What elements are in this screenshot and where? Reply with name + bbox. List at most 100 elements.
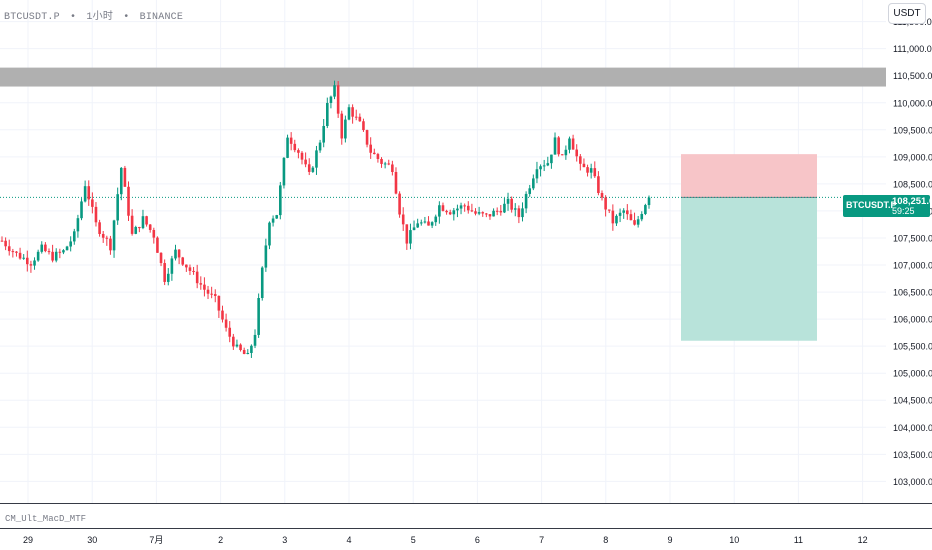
candle-body xyxy=(579,156,582,164)
price-tick-label: 106,500.0 xyxy=(893,288,932,298)
candle-body xyxy=(401,214,405,225)
time-tick-label: 11 xyxy=(794,535,803,545)
candle-body xyxy=(159,252,163,264)
candle-body xyxy=(47,251,51,253)
candle-body xyxy=(477,212,481,214)
candle-body xyxy=(116,194,119,221)
time-axis[interactable]: 29 30 7月 2 3 4 5 6 7 8 9 10 11 12 xyxy=(0,503,932,546)
candle-body xyxy=(87,186,91,200)
last-price-tag: BTCUSDT.P 108,251.6 59:25 xyxy=(843,195,932,217)
candle-body xyxy=(463,205,466,207)
candle-body xyxy=(546,163,550,166)
candle-body xyxy=(647,197,651,206)
candle-body xyxy=(127,186,130,216)
indicator-label[interactable]: CM_Ult_MacD_MTF xyxy=(5,514,87,524)
candle-body xyxy=(354,116,358,118)
candle-body xyxy=(532,178,535,189)
candle-body xyxy=(611,210,615,224)
candle-body xyxy=(271,218,275,223)
candle-body xyxy=(119,167,123,195)
price-tick-label: 111,000.0 xyxy=(893,44,932,54)
candle-body xyxy=(145,216,148,225)
candle-body xyxy=(499,210,503,213)
candle-body xyxy=(409,230,412,244)
candle-body xyxy=(260,267,264,299)
candle-body xyxy=(528,188,532,194)
price-tick-label: 104,500.0 xyxy=(893,396,932,406)
candle-body xyxy=(282,157,286,186)
candle-body xyxy=(347,107,351,120)
price-tick-label: 110,500.0 xyxy=(893,71,932,81)
price-tick-label: 106,000.0 xyxy=(893,315,932,325)
candle-body xyxy=(105,237,109,239)
candle-body xyxy=(351,107,354,117)
candle-body xyxy=(29,264,33,266)
candle-body xyxy=(481,212,485,214)
candle-body xyxy=(575,149,579,157)
separator-dot: • xyxy=(70,12,77,23)
drawing-zones[interactable] xyxy=(0,67,886,341)
candle-body xyxy=(416,223,419,228)
candle-body xyxy=(560,154,564,156)
candle-body xyxy=(166,273,170,282)
candle-body xyxy=(329,96,333,103)
candle-body xyxy=(492,210,495,217)
price-tick-label: 110,000.0 xyxy=(893,98,932,108)
candle-body xyxy=(607,209,611,211)
time-tick-label: 7月 xyxy=(149,535,163,545)
time-tick-label: 29 xyxy=(23,535,33,545)
candle-body xyxy=(315,150,318,168)
candle-body xyxy=(597,176,600,194)
candle-body xyxy=(600,193,604,198)
candle-body xyxy=(228,327,232,337)
candle-body xyxy=(152,229,156,238)
price-tick-label: 107,000.0 xyxy=(893,261,932,271)
candle-body xyxy=(80,201,83,219)
time-tick-label: 2 xyxy=(218,535,223,545)
candle-body xyxy=(412,227,416,231)
candle-body xyxy=(618,212,622,216)
candle-body xyxy=(58,251,62,253)
price-axis[interactable]: 111,500.0111,000.0110,500.0110,000.0109,… xyxy=(893,17,932,487)
bar-countdown: 59:25 xyxy=(892,206,915,216)
price-tick-label: 109,500.0 xyxy=(893,125,932,135)
candle-body xyxy=(156,237,159,253)
candle-body xyxy=(239,344,242,351)
candle-body xyxy=(604,197,607,210)
candle-body xyxy=(112,220,116,251)
time-tick-label: 12 xyxy=(858,535,868,545)
candle-body xyxy=(54,251,58,261)
candle-body xyxy=(333,85,336,97)
candle-body xyxy=(376,154,380,159)
candle-body xyxy=(170,258,174,274)
candle-body xyxy=(62,250,65,253)
candle-body xyxy=(336,85,340,114)
currency-button[interactable]: USDT xyxy=(888,3,926,24)
candle-body xyxy=(470,210,474,212)
candle-body xyxy=(83,186,87,202)
candle-body xyxy=(344,119,347,139)
candle-body xyxy=(391,164,394,172)
candle-body xyxy=(380,158,383,164)
exchange-label: BINANCE xyxy=(139,12,184,23)
candle-body xyxy=(268,222,271,246)
candle-body xyxy=(521,208,524,218)
candle-body xyxy=(506,198,510,204)
symbol-info[interactable]: BTCUSDT.P • 1小时 • BINANCE xyxy=(4,7,187,23)
candle-body xyxy=(633,220,636,225)
candle-body xyxy=(427,221,430,226)
candle-body xyxy=(300,152,304,160)
candle-body xyxy=(138,227,141,229)
candle-body xyxy=(185,264,188,268)
candle-body xyxy=(18,252,22,259)
candle-body xyxy=(326,102,329,126)
candle-body xyxy=(582,163,586,168)
candle-body xyxy=(459,205,463,209)
price-tick-label: 109,000.0 xyxy=(893,152,932,162)
candle-body xyxy=(206,289,210,294)
candle-body xyxy=(438,205,441,217)
candle-body xyxy=(232,336,235,347)
candle-body xyxy=(235,344,239,347)
candle-body xyxy=(123,167,127,187)
